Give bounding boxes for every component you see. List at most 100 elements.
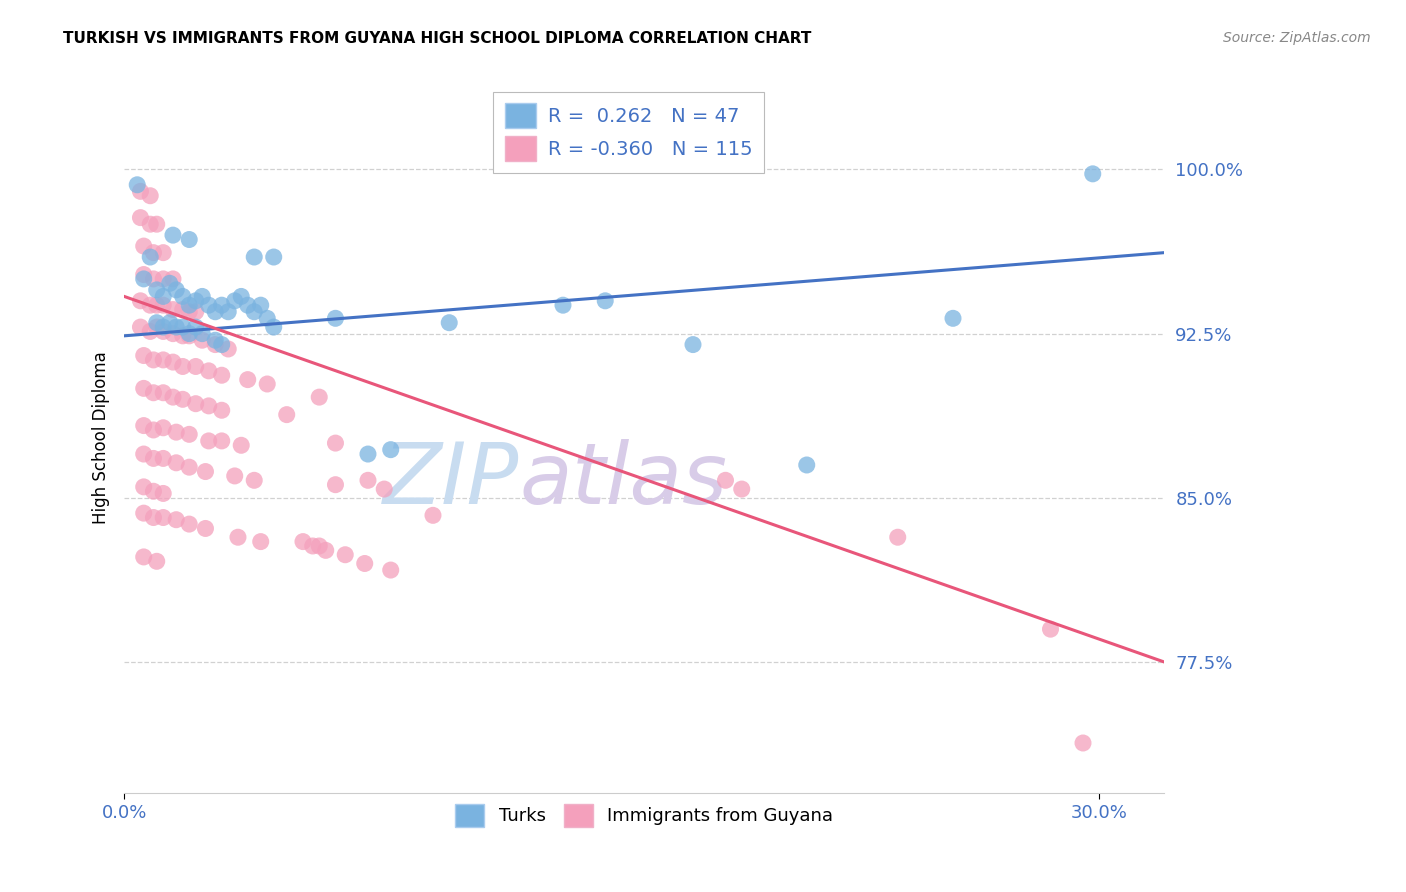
Point bbox=[162, 355, 184, 369]
Y-axis label: High School Diploma: High School Diploma bbox=[93, 351, 110, 524]
Point bbox=[224, 469, 246, 483]
Point bbox=[179, 517, 201, 532]
Point bbox=[301, 539, 323, 553]
Point bbox=[172, 289, 194, 303]
Point bbox=[217, 342, 239, 356]
Text: Source: ZipAtlas.com: Source: ZipAtlas.com bbox=[1223, 31, 1371, 45]
Point bbox=[152, 352, 174, 367]
Text: atlas: atlas bbox=[519, 439, 727, 522]
Point bbox=[184, 320, 207, 334]
Point bbox=[373, 482, 395, 496]
Point bbox=[152, 325, 174, 339]
Point bbox=[422, 508, 444, 523]
Point bbox=[184, 359, 207, 374]
Point bbox=[139, 325, 162, 339]
Point bbox=[256, 376, 278, 391]
Point bbox=[211, 434, 233, 448]
Point bbox=[132, 447, 155, 461]
Point bbox=[159, 316, 181, 330]
Point bbox=[142, 484, 165, 499]
Point bbox=[263, 250, 285, 264]
Point bbox=[211, 368, 233, 383]
Point bbox=[139, 250, 162, 264]
Point bbox=[165, 513, 187, 527]
Point bbox=[132, 268, 155, 282]
Point bbox=[145, 283, 167, 297]
Point bbox=[291, 534, 314, 549]
Point bbox=[243, 304, 266, 318]
Point bbox=[162, 390, 184, 404]
Point bbox=[197, 364, 219, 378]
Point bbox=[194, 521, 217, 535]
Point bbox=[226, 530, 249, 544]
Point bbox=[172, 302, 194, 317]
Point bbox=[142, 352, 165, 367]
Point bbox=[152, 320, 174, 334]
Point bbox=[142, 272, 165, 286]
Point bbox=[204, 304, 226, 318]
Point bbox=[243, 473, 266, 487]
Point bbox=[162, 302, 184, 317]
Point bbox=[249, 298, 271, 312]
Point bbox=[380, 563, 402, 577]
Point bbox=[714, 473, 737, 487]
Point bbox=[152, 510, 174, 524]
Point bbox=[249, 534, 271, 549]
Point bbox=[357, 447, 380, 461]
Point bbox=[256, 311, 278, 326]
Point bbox=[179, 328, 201, 343]
Point bbox=[236, 298, 259, 312]
Point bbox=[197, 298, 219, 312]
Point bbox=[236, 373, 259, 387]
Point bbox=[142, 510, 165, 524]
Point bbox=[308, 539, 330, 553]
Point bbox=[263, 320, 285, 334]
Point bbox=[132, 239, 155, 253]
Point bbox=[211, 403, 233, 417]
Point bbox=[194, 465, 217, 479]
Point bbox=[179, 233, 201, 247]
Point bbox=[152, 298, 174, 312]
Point bbox=[224, 293, 246, 308]
Point bbox=[139, 217, 162, 231]
Point bbox=[191, 326, 214, 341]
Point bbox=[162, 272, 184, 286]
Point bbox=[142, 423, 165, 437]
Point bbox=[165, 456, 187, 470]
Point bbox=[439, 316, 461, 330]
Point bbox=[145, 298, 167, 312]
Point bbox=[127, 178, 149, 192]
Point bbox=[165, 320, 187, 334]
Point bbox=[162, 228, 184, 243]
Point bbox=[276, 408, 298, 422]
Point bbox=[132, 418, 155, 433]
Point bbox=[231, 289, 253, 303]
Point bbox=[179, 326, 201, 341]
Point bbox=[139, 298, 162, 312]
Point bbox=[243, 250, 266, 264]
Point bbox=[152, 245, 174, 260]
Legend: Turks, Immigrants from Guyana: Turks, Immigrants from Guyana bbox=[449, 797, 841, 834]
Point bbox=[887, 530, 910, 544]
Point bbox=[184, 293, 207, 308]
Point bbox=[325, 311, 347, 326]
Point bbox=[129, 293, 152, 308]
Point bbox=[152, 486, 174, 500]
Point bbox=[325, 436, 347, 450]
Point bbox=[308, 390, 330, 404]
Point bbox=[204, 337, 226, 351]
Point bbox=[142, 245, 165, 260]
Point bbox=[142, 385, 165, 400]
Point bbox=[179, 427, 201, 442]
Point bbox=[211, 337, 233, 351]
Point bbox=[315, 543, 337, 558]
Point bbox=[179, 460, 201, 475]
Point bbox=[172, 320, 194, 334]
Point bbox=[217, 304, 239, 318]
Point bbox=[191, 289, 214, 303]
Point bbox=[357, 473, 380, 487]
Point bbox=[191, 333, 214, 347]
Point bbox=[211, 298, 233, 312]
Point bbox=[1081, 167, 1104, 181]
Point bbox=[335, 548, 357, 562]
